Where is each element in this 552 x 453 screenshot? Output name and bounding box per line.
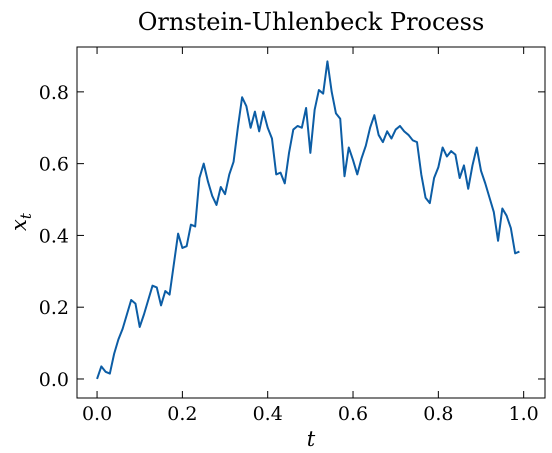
axes-frame — [76, 46, 546, 399]
x-tick-label: 0.2 — [167, 403, 197, 425]
y-tick-label: 0.4 — [39, 225, 69, 247]
x-tick-label: 0.0 — [82, 403, 112, 425]
y-tick-label: 0.6 — [39, 154, 69, 176]
x-tick-label: 1.0 — [509, 403, 539, 425]
x-tick-label: 0.6 — [338, 403, 368, 425]
y-tick-label: 0.8 — [39, 82, 69, 104]
x-tick-label: 0.4 — [253, 403, 283, 425]
y-axis-label: xt — [7, 212, 35, 231]
y-label-base: x — [7, 219, 31, 231]
y-tick-label: 0.0 — [39, 369, 69, 391]
data-line — [96, 60, 520, 380]
chart-title: Ornstein-Uhlenbeck Process — [138, 8, 485, 36]
x-axis-label: t — [307, 427, 316, 451]
x-tick-label: 0.8 — [423, 403, 453, 425]
y-tick-label: 0.2 — [39, 297, 69, 319]
y-label-sub: t — [17, 212, 35, 219]
